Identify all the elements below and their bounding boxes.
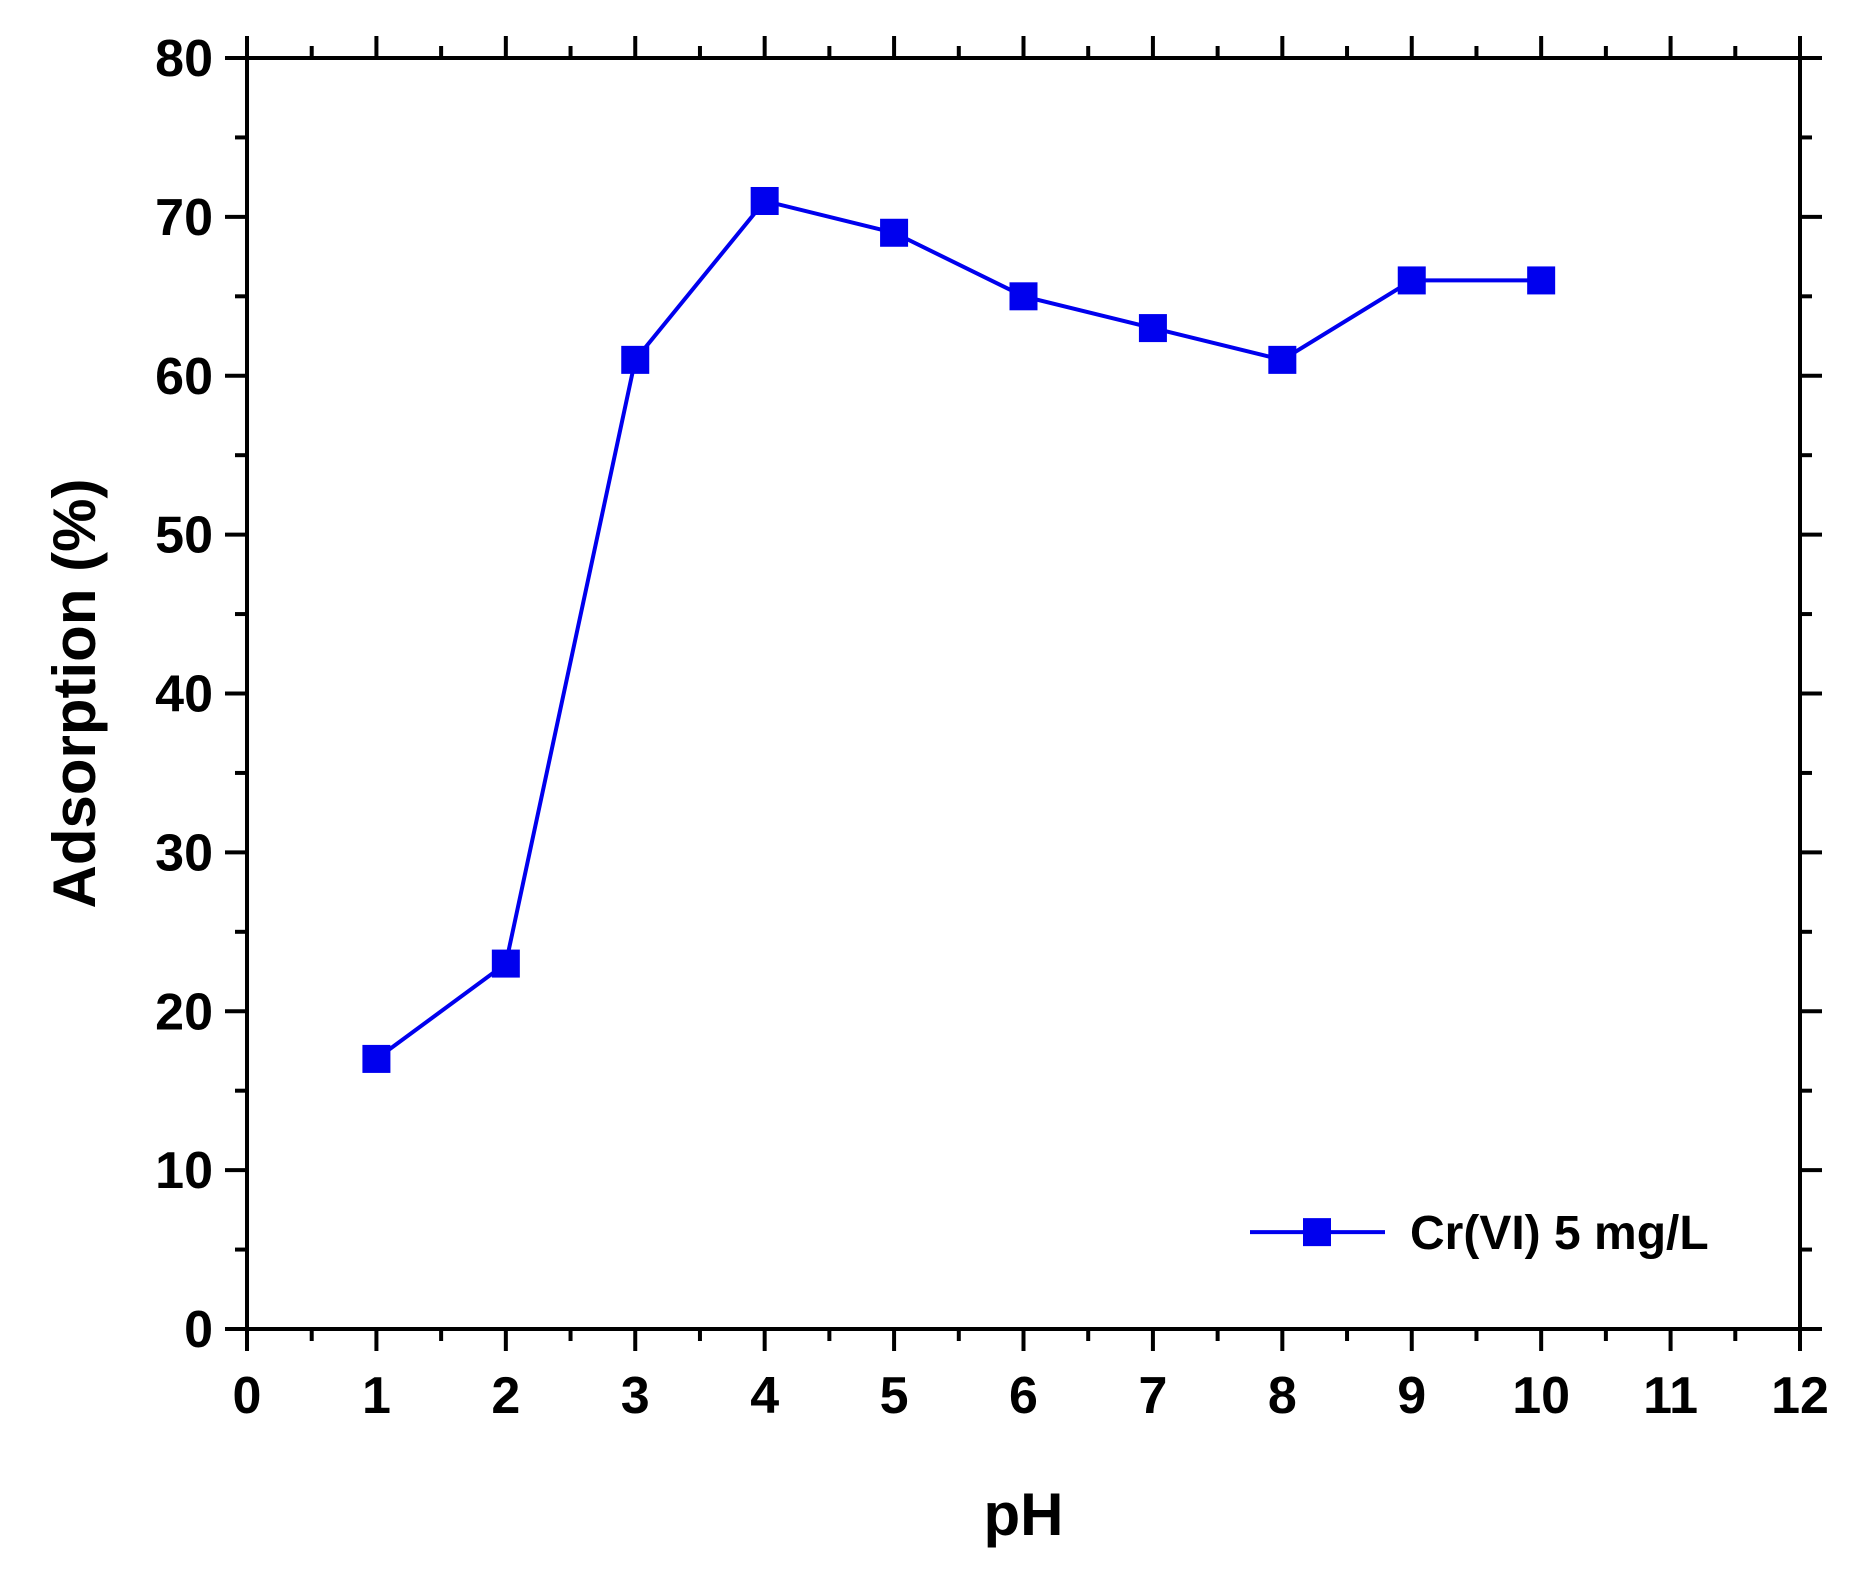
data-point	[880, 218, 909, 247]
series-layer	[362, 186, 1556, 1073]
x-tick-label: 8	[1268, 1367, 1297, 1425]
y-axis-title: Adsorption (%)	[41, 479, 108, 909]
x-tick-label: 4	[750, 1367, 779, 1425]
y-tick-label: 70	[155, 189, 213, 247]
legend: Cr(VI) 5 mg/L	[1250, 1207, 1709, 1260]
x-tick-label: 11	[1643, 1367, 1698, 1425]
y-tick-label: 10	[155, 1142, 213, 1200]
data-point	[1138, 314, 1167, 343]
y-tick-label: 30	[155, 824, 213, 882]
axis-ticks	[225, 36, 1822, 1351]
legend-label: Cr(VI) 5 mg/L	[1410, 1207, 1709, 1260]
y-tick-label: 60	[155, 348, 213, 406]
x-tick-label: 5	[880, 1367, 909, 1425]
data-point	[1009, 282, 1038, 311]
y-tick-label: 40	[155, 666, 213, 724]
data-point	[750, 186, 779, 215]
legend-marker	[1303, 1218, 1331, 1247]
y-tick-label: 0	[184, 1301, 213, 1359]
data-point	[1397, 266, 1426, 295]
data-point	[621, 345, 650, 374]
data-point	[1527, 266, 1556, 295]
x-tick-label: 2	[491, 1367, 520, 1425]
series-line	[375, 198, 1542, 1061]
x-tick-label: 1	[362, 1367, 391, 1425]
data-point	[1268, 345, 1297, 374]
x-tick-label: 7	[1138, 1367, 1167, 1425]
y-tick-label: 80	[155, 30, 213, 88]
data-point	[362, 1044, 391, 1073]
x-tick-label: 3	[621, 1367, 650, 1425]
y-tick-label: 50	[155, 507, 213, 565]
x-tick-label: 6	[1009, 1367, 1038, 1425]
x-tick-label: 12	[1771, 1367, 1829, 1425]
x-tick-label: 10	[1512, 1367, 1570, 1425]
x-axis-title: pH	[984, 1481, 1064, 1548]
x-tick-label: 0	[233, 1367, 262, 1425]
data-point	[491, 949, 520, 978]
y-tick-label: 20	[155, 983, 213, 1041]
plot-frame	[245, 56, 1802, 1331]
x-tick-label: 9	[1397, 1367, 1426, 1425]
